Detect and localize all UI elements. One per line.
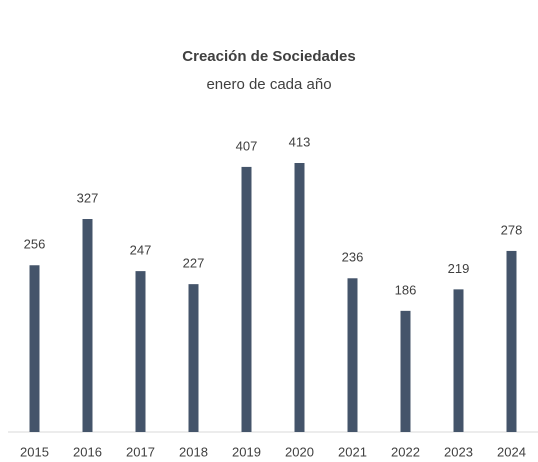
x-tick-label: 2024 — [497, 444, 526, 459]
chart-title: Creación de Sociedades — [182, 48, 355, 65]
data-label: 407 — [236, 138, 258, 153]
x-tick-label: 2015 — [20, 444, 49, 459]
data-label: 186 — [395, 282, 417, 297]
bar — [135, 271, 146, 432]
bar — [241, 166, 252, 432]
x-tick-label: 2020 — [285, 444, 314, 459]
x-tick-label: 2018 — [179, 444, 208, 459]
x-tick-label: 2016 — [73, 444, 102, 459]
chart-subtitle: enero de cada año — [206, 76, 331, 93]
bar — [188, 284, 199, 432]
data-label: 219 — [448, 261, 470, 276]
x-tick-label: 2022 — [391, 444, 420, 459]
data-label: 413 — [289, 134, 311, 149]
bar — [294, 163, 305, 432]
bar — [82, 219, 93, 432]
bar — [347, 278, 358, 432]
data-label: 327 — [77, 190, 99, 205]
data-label: 227 — [183, 256, 205, 271]
x-tick-label: 2021 — [338, 444, 367, 459]
bar — [29, 265, 40, 432]
data-label: 247 — [130, 243, 152, 258]
bar — [400, 310, 411, 432]
bar — [506, 250, 517, 432]
bar — [453, 289, 464, 432]
x-tick-label: 2017 — [126, 444, 155, 459]
x-tick-label: 2019 — [232, 444, 261, 459]
data-label: 278 — [501, 222, 523, 237]
data-label: 236 — [342, 250, 364, 265]
data-label: 256 — [24, 237, 46, 252]
x-tick-label: 2023 — [444, 444, 473, 459]
